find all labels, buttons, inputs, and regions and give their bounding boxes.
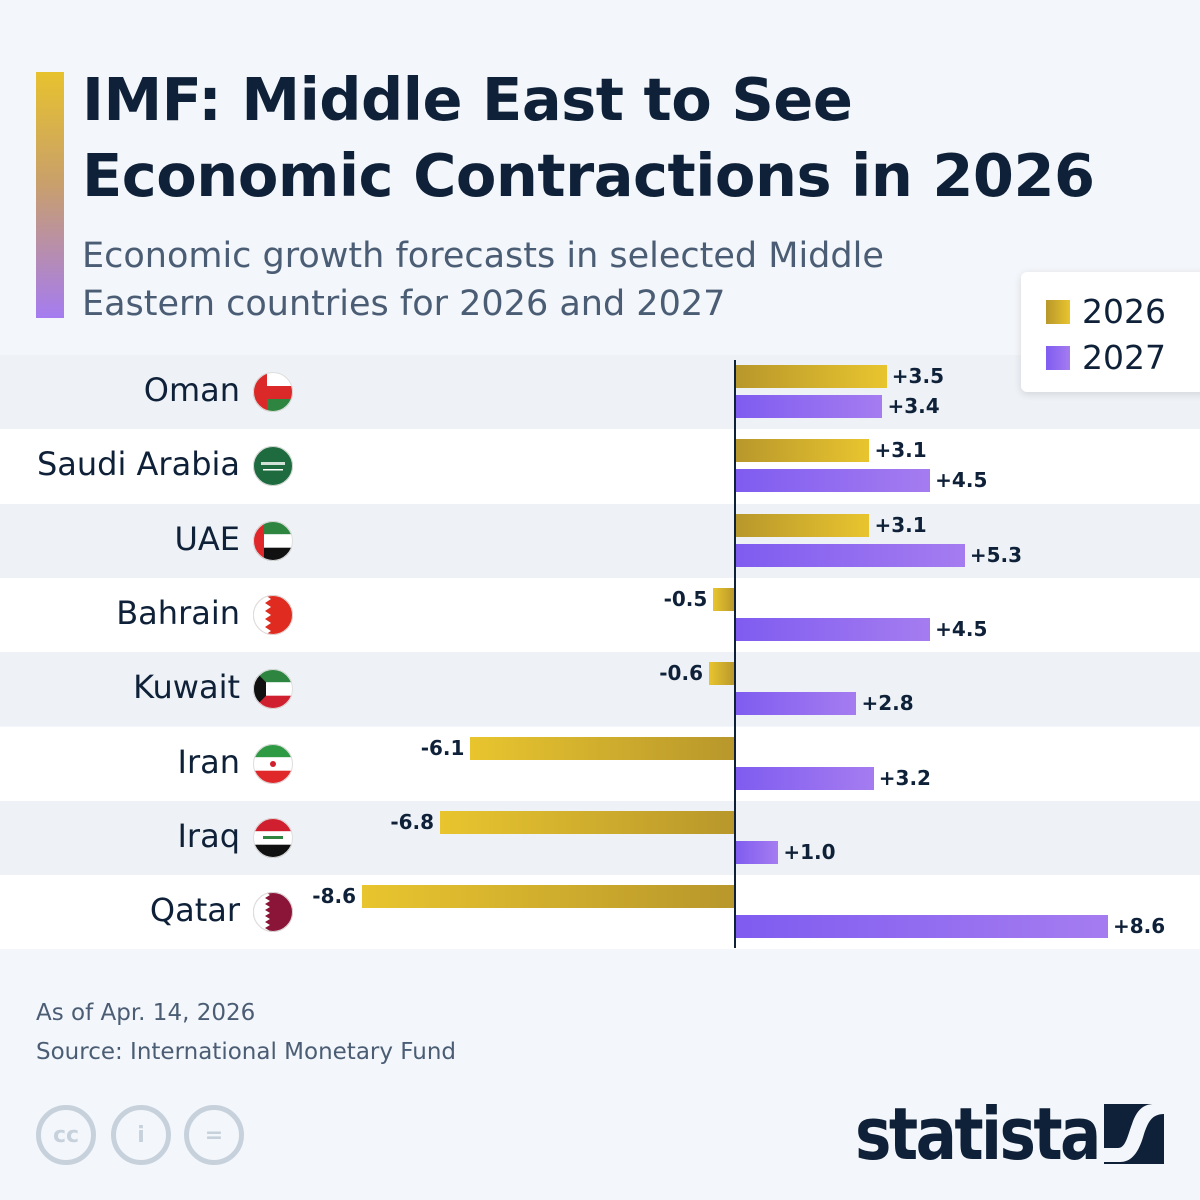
bar-2026 xyxy=(735,365,887,388)
category-label: Oman xyxy=(143,371,240,409)
bar-2027 xyxy=(735,692,857,716)
category-label: Iran xyxy=(177,742,240,781)
data-label-2027: +3.2 xyxy=(878,765,931,790)
chart-title: IMF: Middle East to See Economic Contrac… xyxy=(82,65,1095,210)
source-note: Source: International Monetary Fund xyxy=(36,1039,457,1065)
bar-2027 xyxy=(735,840,779,864)
legend: 2026 2027 xyxy=(1021,272,1200,392)
legend-label: 2026 xyxy=(1082,292,1166,331)
legend-item-2026: 2026 xyxy=(1046,292,1166,331)
data-label-2027: +4.5 xyxy=(935,616,988,641)
bahrain-flag-icon xyxy=(253,594,293,639)
bar-2027 xyxy=(735,915,1108,939)
data-label-2026: +3.1 xyxy=(874,512,927,537)
data-label-2027: +8.6 xyxy=(1113,914,1166,939)
uae-flag-icon xyxy=(253,520,293,565)
title-accent-bar xyxy=(36,72,64,318)
data-label-2026: -0.6 xyxy=(659,661,703,686)
data-label-2026: -8.6 xyxy=(312,884,356,909)
zero-axis-line xyxy=(734,360,736,948)
brand-name: statista xyxy=(855,1092,1101,1176)
bar-2026 xyxy=(735,439,870,463)
bar-2026 xyxy=(735,513,870,537)
category-label: UAE xyxy=(174,519,240,558)
bar-2027 xyxy=(735,395,883,418)
bar-2027 xyxy=(735,617,931,641)
cc-icon[interactable]: cc xyxy=(36,1105,96,1165)
category-label: Qatar xyxy=(149,891,240,930)
chart-row: Oman +3.5 +3.4 xyxy=(0,355,1200,430)
kuwait-flag-icon xyxy=(253,669,293,713)
data-label-2026: -6.1 xyxy=(420,735,465,760)
category-label: Iraq xyxy=(177,816,240,855)
legend-label: 2027 xyxy=(1082,338,1166,377)
oman-flag-icon xyxy=(253,372,293,416)
bar-2027 xyxy=(735,469,931,493)
chart-row: Bahrain -0.5 +4.5 xyxy=(0,577,1200,653)
no-derivatives-icon[interactable]: = xyxy=(184,1105,244,1165)
data-label-2026: -6.8 xyxy=(390,809,435,834)
iraq-flag-icon xyxy=(253,817,293,862)
statista-logo[interactable]: statista xyxy=(855,1092,1101,1176)
attribution-icon[interactable]: i xyxy=(111,1105,171,1165)
chart-subtitle: Economic growth forecasts in selected Mi… xyxy=(82,236,884,324)
chart-row: Saudi Arabia +3.1 +4.5 xyxy=(0,429,1200,504)
data-label-2026: +3.5 xyxy=(891,364,944,388)
category-label: Kuwait xyxy=(133,668,240,707)
statista-logo-icon xyxy=(1104,1104,1164,1164)
category-label: Bahrain xyxy=(116,593,240,632)
category-label: Saudi Arabia xyxy=(36,445,240,484)
chart-row: Kuwait -0.6 +2.8 xyxy=(0,652,1200,727)
bar-2027 xyxy=(735,543,965,567)
data-label-2027: +5.3 xyxy=(969,542,1023,567)
chart-row: Iran -6.1 +3.2 xyxy=(0,726,1200,801)
data-label-2027: +3.4 xyxy=(887,394,940,418)
qatar-flag-icon xyxy=(253,892,293,936)
chart-row: Qatar -8.6 +8.6 xyxy=(0,875,1200,950)
data-label-2027: +2.8 xyxy=(861,691,914,716)
legend-swatch-2026 xyxy=(1046,299,1070,324)
data-label-2027: +1.0 xyxy=(783,839,836,864)
date-note: As of Apr. 14, 2026 xyxy=(36,1000,256,1026)
bar-2026 xyxy=(362,885,735,909)
bar-2026 xyxy=(440,810,735,834)
data-label-2026: -0.5 xyxy=(663,586,708,611)
data-label-2027: +4.5 xyxy=(935,468,988,493)
data-label-2026: +3.1 xyxy=(874,438,927,463)
iran-flag-icon xyxy=(253,743,293,788)
legend-swatch-2027 xyxy=(1046,345,1070,370)
bar-2026 xyxy=(713,587,735,611)
saudi-arabia-flag-icon xyxy=(253,446,293,490)
bar-2026 xyxy=(470,736,735,760)
bar-2027 xyxy=(735,766,874,790)
bar-2026 xyxy=(708,662,735,686)
chart-row: UAE +3.1 +5.3 xyxy=(0,503,1200,578)
legend-item-2027: 2027 xyxy=(1046,338,1166,377)
chart-row: Iraq -6.8 +1.0 xyxy=(0,800,1200,876)
